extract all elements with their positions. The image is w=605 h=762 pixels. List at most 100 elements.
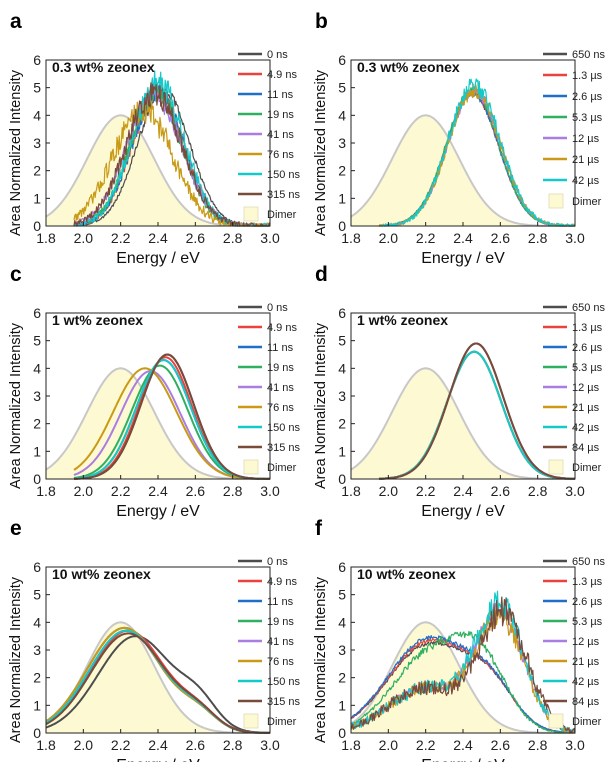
x-tick-label: 2.6 <box>186 737 206 753</box>
x-tick-label: 1.8 <box>341 483 361 499</box>
legend-label: 4.9 ns <box>267 576 297 588</box>
y-tick-label: 0 <box>338 725 346 741</box>
y-tick-label: 1 <box>338 697 346 713</box>
legend-label: 76 ns <box>267 149 294 161</box>
x-tick-label: 2.0 <box>74 483 94 499</box>
legend-label: 21 µs <box>572 402 600 414</box>
legend-label: 19 ns <box>267 616 294 628</box>
x-tick-label: 1.8 <box>36 230 56 246</box>
y-tick-label: 3 <box>338 642 346 658</box>
y-tick-label: 0 <box>338 218 346 234</box>
x-tick-label: 2.2 <box>111 483 131 499</box>
x-tick-label: 3.0 <box>260 737 280 753</box>
dimer-area <box>46 622 270 733</box>
dimer-area <box>351 115 575 226</box>
dimer-area <box>46 115 270 226</box>
y-tick-label: 4 <box>33 614 41 630</box>
x-tick-label: 2.2 <box>111 230 131 246</box>
x-tick-label: 3.0 <box>260 483 280 499</box>
y-tick-label: 5 <box>338 80 346 96</box>
legend-swatch-dimer <box>243 206 259 222</box>
legend-label: 2.6 µs <box>572 91 603 103</box>
y-tick-label: 5 <box>338 587 346 603</box>
legend-label: 315 ns <box>267 189 301 201</box>
y-tick-label: 1 <box>338 443 346 459</box>
series-line <box>73 367 271 480</box>
legend-label: 41 ns <box>267 382 294 394</box>
legend-label: 150 ns <box>267 169 301 181</box>
x-tick-label: 2.6 <box>491 230 511 246</box>
legend-label: 650 ns <box>572 49 605 61</box>
x-axis-label: Energy / eV <box>116 250 200 267</box>
x-axis-label: Energy / eV <box>421 250 505 267</box>
y-tick-label: 6 <box>338 559 346 575</box>
x-tick-label: 2.4 <box>453 230 473 246</box>
y-tick-label: 6 <box>33 305 41 321</box>
x-tick-label: 2.0 <box>74 737 94 753</box>
legend-label: 42 µs <box>572 175 600 187</box>
y-tick-label: 4 <box>338 107 346 123</box>
x-axis-label: Energy / eV <box>116 757 200 762</box>
x-tick-label: 2.4 <box>453 737 473 753</box>
series-line <box>350 635 576 734</box>
y-tick-label: 3 <box>33 135 41 151</box>
series-line <box>73 353 270 480</box>
chart-title: 0.3 wt% zeonex <box>52 59 155 75</box>
legend-label: 41 ns <box>267 129 294 141</box>
legend-label: 1.3 µs <box>572 576 603 588</box>
x-tick-label: 2.6 <box>186 230 206 246</box>
legend-label-dimer: Dimer <box>572 716 602 728</box>
legend-label: 84 µs <box>572 442 600 454</box>
legend-label: 4.9 ns <box>267 322 297 334</box>
legend-label: 315 ns <box>267 442 301 454</box>
x-tick-label: 2.8 <box>223 483 243 499</box>
y-tick-label: 1 <box>33 190 41 206</box>
panel-letter: e <box>10 517 22 540</box>
y-tick-label: 4 <box>338 614 346 630</box>
x-axis-label: Energy / eV <box>421 503 505 520</box>
y-tick-label: 3 <box>33 642 41 658</box>
legend-label: 5.3 µs <box>572 112 603 124</box>
panel-letter: f <box>315 517 323 540</box>
panel-letter: c <box>10 263 22 286</box>
y-tick-label: 2 <box>33 416 41 432</box>
chart-title: 0.3 wt% zeonex <box>357 59 460 75</box>
legend-label: 42 µs <box>572 676 600 688</box>
legend-label: 2.6 µs <box>572 342 603 354</box>
y-tick-label: 2 <box>338 670 346 686</box>
y-axis-label: Area Normalized Intensity <box>313 69 329 236</box>
x-tick-label: 2.0 <box>74 230 94 246</box>
chart-panel-f: f 1.8 2.0 2.2 2.4 2.6 2.8 3.0 0 1 2 3 4 5 6 Energy / eV… <box>313 517 605 762</box>
legend-swatch-dimer <box>243 713 259 729</box>
chart-title: 10 wt% zeonex <box>52 566 151 582</box>
x-tick-label: 2.6 <box>491 737 511 753</box>
series-line <box>45 635 270 734</box>
legend-label-dimer: Dimer <box>267 209 297 221</box>
dimer-area <box>351 368 575 479</box>
y-tick-label: 4 <box>338 360 346 376</box>
y-tick-label: 5 <box>33 333 41 349</box>
series-line <box>350 630 576 734</box>
legend-label: 11 ns <box>267 89 294 101</box>
legend-label: 42 µs <box>572 422 600 434</box>
y-axis-label: Area Normalized Intensity <box>8 322 24 489</box>
legend-label-dimer: Dimer <box>572 196 602 208</box>
y-tick-label: 2 <box>338 416 346 432</box>
chart-panel-a: a 1.8 2.0 2.2 2.4 2.6 2.8 3.0 0 1 2 3 4 5 6 Energy / eV… <box>8 10 301 267</box>
chart-panel-c: c 1.8 2.0 2.2 2.4 2.6 2.8 3.0 0 1 2 3 4 5 6 Energy / eV… <box>8 263 301 520</box>
dimer-area <box>46 368 270 479</box>
y-axis-label: Area Normalized Intensity <box>8 576 24 743</box>
y-tick-label: 4 <box>33 107 41 123</box>
x-tick-label: 2.2 <box>416 737 436 753</box>
legend-label: 12 µs <box>572 636 600 648</box>
legend-label: 4.9 ns <box>267 69 297 81</box>
x-tick-label: 2.0 <box>379 737 399 753</box>
y-tick-label: 5 <box>33 587 41 603</box>
x-tick-label: 2.4 <box>453 483 473 499</box>
series-line <box>378 342 575 480</box>
y-tick-label: 3 <box>33 388 41 404</box>
legend-label: 12 µs <box>572 133 600 145</box>
legend-label: 12 µs <box>572 382 600 394</box>
x-tick-label: 2.0 <box>379 230 399 246</box>
